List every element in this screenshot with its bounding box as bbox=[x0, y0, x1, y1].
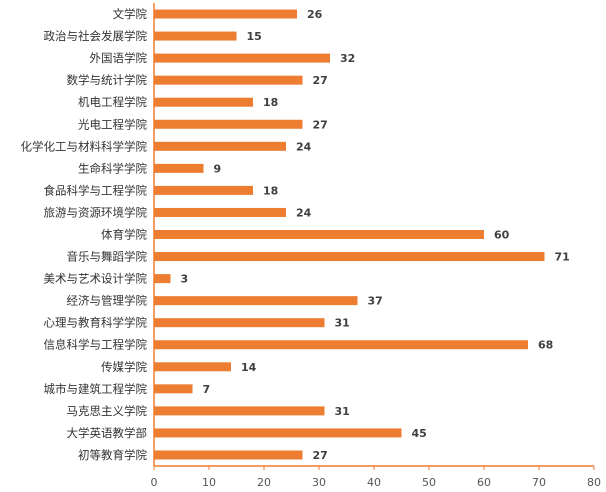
bar bbox=[154, 9, 297, 19]
x-tick-label: 60 bbox=[477, 476, 491, 489]
category-label: 旅游与资源环境学院 bbox=[44, 205, 148, 219]
data-label: 71 bbox=[555, 251, 570, 264]
data-label: 9 bbox=[214, 162, 222, 175]
category-label: 城市与建筑工程学院 bbox=[44, 382, 148, 396]
bar bbox=[154, 230, 484, 239]
x-tick-label: 80 bbox=[587, 476, 601, 489]
data-label: 37 bbox=[368, 295, 383, 308]
bar bbox=[154, 340, 528, 350]
bar bbox=[154, 97, 253, 107]
data-label: 60 bbox=[494, 229, 510, 242]
data-label: 31 bbox=[335, 405, 350, 418]
x-tick-label: 20 bbox=[257, 476, 271, 489]
category-label: 传媒学院 bbox=[101, 360, 147, 374]
data-label: 68 bbox=[538, 339, 553, 352]
bar bbox=[154, 163, 204, 173]
bar bbox=[154, 296, 358, 306]
data-label: 24 bbox=[296, 206, 312, 219]
data-label: 15 bbox=[247, 30, 262, 43]
category-label: 文学院 bbox=[113, 7, 148, 21]
data-label: 24 bbox=[296, 140, 312, 153]
x-tick-label: 0 bbox=[151, 476, 158, 489]
bar bbox=[154, 428, 402, 438]
bar bbox=[154, 207, 286, 217]
bar bbox=[154, 75, 303, 85]
category-label: 食品科学与工程学院 bbox=[44, 183, 148, 197]
data-label: 26 bbox=[307, 8, 323, 21]
x-tick-label: 40 bbox=[367, 476, 381, 489]
data-label: 31 bbox=[335, 317, 350, 330]
category-label: 化学化工与材料科学学院 bbox=[21, 139, 148, 153]
data-label: 3 bbox=[181, 273, 189, 286]
category-label: 音乐与舞蹈学院 bbox=[67, 250, 148, 264]
category-label: 体育学院 bbox=[101, 228, 147, 242]
category-label: 信息科学与工程学院 bbox=[44, 338, 148, 352]
category-label: 数学与统计学院 bbox=[67, 73, 148, 87]
category-label: 光电工程学院 bbox=[78, 117, 147, 131]
bar bbox=[154, 252, 545, 262]
category-label: 生命科学学院 bbox=[78, 161, 147, 175]
data-label: 18 bbox=[263, 96, 278, 109]
bar bbox=[154, 53, 330, 63]
category-label: 初等教育学院 bbox=[78, 448, 147, 462]
category-label: 美术与艺术设计学院 bbox=[44, 272, 148, 286]
x-tick-label: 70 bbox=[532, 476, 546, 489]
category-label: 政治与社会发展学院 bbox=[44, 29, 148, 43]
category-label: 心理与教育科学学院 bbox=[44, 316, 148, 330]
x-ticks-layer: 0 10 20 30 40 50 60 70 80 bbox=[151, 466, 601, 489]
data-label: 27 bbox=[313, 74, 328, 87]
bar bbox=[154, 406, 325, 416]
bar bbox=[154, 185, 253, 195]
bar bbox=[154, 450, 303, 460]
bar bbox=[154, 141, 286, 151]
x-tick-label: 30 bbox=[312, 476, 326, 489]
data-label: 18 bbox=[263, 184, 278, 197]
bars-layer bbox=[154, 9, 545, 460]
data-label: 32 bbox=[340, 52, 355, 65]
category-label: 马克思主义学院 bbox=[67, 404, 148, 418]
category-label: 经济与管理学院 bbox=[67, 294, 148, 308]
category-label: 外国语学院 bbox=[90, 51, 148, 65]
data-label: 45 bbox=[412, 427, 427, 440]
data-label: 7 bbox=[203, 383, 211, 396]
data-label: 27 bbox=[313, 449, 328, 462]
x-tick-label: 50 bbox=[422, 476, 436, 489]
bar bbox=[154, 119, 303, 129]
category-labels-layer: 文学院政治与社会发展学院外国语学院数学与统计学院机电工程学院光电工程学院化学化工… bbox=[21, 7, 148, 462]
category-label: 机电工程学院 bbox=[78, 95, 147, 109]
data-label: 14 bbox=[241, 361, 257, 374]
bar bbox=[154, 31, 237, 41]
data-label: 27 bbox=[313, 118, 328, 131]
category-label: 大学英语教学部 bbox=[67, 426, 148, 440]
bar bbox=[154, 362, 231, 372]
bar bbox=[154, 384, 193, 394]
x-tick-label: 10 bbox=[202, 476, 216, 489]
bar bbox=[154, 318, 325, 328]
bar bbox=[154, 274, 171, 284]
